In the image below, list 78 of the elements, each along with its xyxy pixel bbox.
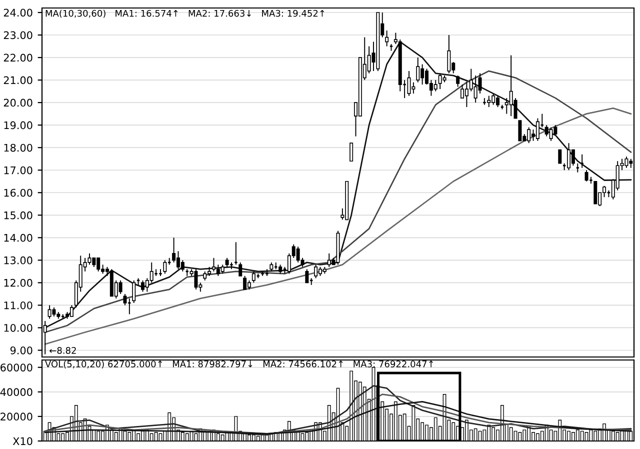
annotation: MA3: 76922.047↑ [354, 360, 433, 368]
y-tick-label: 9.00 [10, 346, 32, 354]
line-series [44, 108, 632, 345]
candlestick [554, 124, 558, 135]
candlestick [243, 275, 247, 290]
y-tick-label: 14.00 [4, 234, 32, 242]
candlestick [88, 252, 92, 266]
candlestick [571, 149, 575, 166]
candlestick [518, 120, 522, 142]
candlestick [549, 126, 553, 142]
candlestick [48, 304, 52, 320]
y-tick-label: 20000 [0, 412, 32, 421]
y-tick-label: 11.00 [4, 301, 32, 310]
candlestick [220, 264, 224, 274]
candlestick [624, 156, 628, 168]
line-series [44, 385, 632, 436]
annotation: MA3: 19.452↑ [262, 10, 324, 17]
annotation: MA(10,30,60) [46, 10, 106, 18]
annotation: VOL(5,10,20) 62705.000↑ [45, 360, 162, 368]
y-tick-label: 15.00 [4, 211, 32, 220]
candlestick [180, 260, 184, 272]
candlestick [203, 270, 207, 281]
y-tick-label: 23.00 [4, 31, 32, 40]
candlestick [132, 280, 136, 304]
annotation: MA2: 17.663↓ [188, 10, 251, 17]
y-tick-label: 12.00 [4, 278, 32, 287]
candlestick [416, 57, 420, 83]
candlestick [278, 264, 282, 274]
y-tick-label: 18.00 [4, 144, 32, 152]
candlestick [456, 75, 460, 88]
candlestick [70, 304, 74, 317]
candlestick [305, 268, 309, 284]
candlestick [567, 142, 571, 171]
candlestick [225, 257, 229, 268]
candlestick [434, 80, 438, 92]
y-tick-label: 21.00 [4, 76, 32, 84]
candlestick [407, 70, 411, 96]
candlestick [163, 260, 167, 274]
candlestick [350, 142, 354, 162]
candlestick [460, 84, 464, 99]
candlestick [247, 280, 251, 290]
y-tick-label: 16.00 [4, 188, 32, 197]
line-series [44, 401, 632, 434]
annotation: MA2: 74566.102↑ [263, 360, 343, 368]
candlestick [558, 149, 562, 164]
y-tick-label: 40000 [0, 388, 32, 396]
annotation: ←8.82 [50, 347, 76, 354]
y-tick-label: 20.00 [4, 98, 32, 107]
candlestick [576, 162, 580, 173]
candlestick [150, 262, 154, 284]
candlestick [194, 268, 198, 290]
candlestick [252, 270, 256, 284]
y-tick-label: 60000 [0, 364, 32, 372]
candlestick [52, 306, 56, 317]
annotation: MA1: 87982.797↓ [172, 360, 252, 368]
candlestick [584, 170, 588, 182]
y-tick-label: X10 [12, 437, 32, 446]
candlestick [123, 293, 127, 306]
candlestick [314, 264, 318, 279]
candlestick [270, 262, 274, 272]
line-series [44, 394, 632, 434]
candlestick [478, 72, 482, 94]
candlestick [447, 34, 451, 74]
candlestick [594, 180, 598, 204]
y-tick-label: 22.00 [4, 54, 32, 62]
candlestick [118, 280, 122, 294]
candlestick [385, 30, 389, 47]
candlestick [487, 95, 491, 108]
candlestick [238, 262, 242, 276]
y-tick-label: 17.00 [4, 166, 32, 174]
candlestick [536, 118, 540, 142]
candlestick [296, 246, 300, 263]
candlestick [412, 82, 416, 94]
y-tick-label: 19.00 [4, 121, 32, 130]
y-tick-label: 24.00 [4, 8, 32, 17]
annotation: MA1: 16.574↑ [116, 10, 178, 17]
y-tick-label: 13.00 [4, 256, 32, 264]
y-tick-label: 10.00 [4, 324, 32, 332]
